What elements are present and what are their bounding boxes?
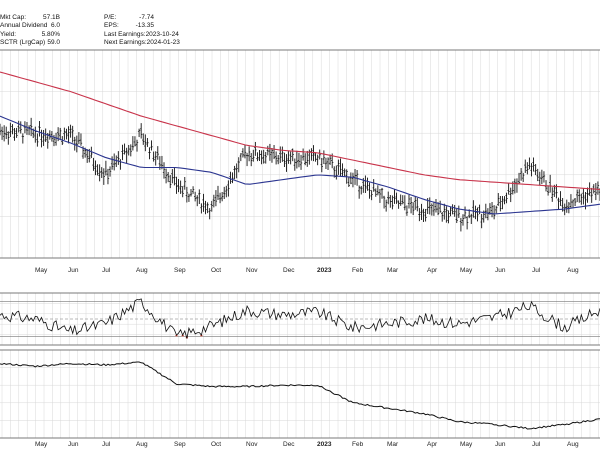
- month-tick-label-bottom: Feb: [352, 441, 364, 448]
- stat-value: 57.1B: [43, 14, 60, 21]
- month-tick-label: May: [35, 267, 48, 274]
- stat-label: Mkt Cap:: [0, 14, 27, 21]
- month-tick-label: Jul: [102, 267, 111, 274]
- month-tick-label: Jun: [68, 267, 79, 274]
- month-tick-label-bottom: May: [35, 441, 48, 448]
- stats-panel-left: Mkt Cap: 57.1B Annual Dividend 6.0 Yield: 5…: [0, 14, 60, 47]
- stat-value: 6.0: [50, 22, 60, 30]
- stat-row: SCTR (LrgCap) 59.0: [0, 39, 60, 47]
- stat-value: 59.0: [47, 38, 60, 46]
- month-tick-label: Oct: [211, 267, 221, 274]
- month-tick-label: Aug: [567, 267, 579, 274]
- stat-label: Next Earnings:: [104, 38, 147, 46]
- stat-label: Yield:: [0, 30, 17, 38]
- stat-row: Mkt Cap: 57.1B: [0, 14, 60, 22]
- relative-strength-line: [0, 361, 600, 430]
- stat-row: Next Earnings: 2024-01-23: [104, 38, 180, 47]
- oscillator-line: [0, 298, 600, 339]
- month-tick-label: Apr: [427, 267, 438, 274]
- month-tick-label: Sep: [174, 267, 186, 274]
- month-tick-label: May: [460, 267, 473, 274]
- month-tick-label-bottom: Jul: [532, 441, 541, 448]
- month-tick-label-bottom: Oct: [211, 441, 221, 448]
- month-tick-label-bottom: May: [460, 441, 473, 448]
- moving-average-long-line: [0, 71, 600, 191]
- stat-row: Annual Dividend 6.0: [0, 22, 60, 30]
- stat-label: Last Earnings:: [104, 30, 146, 38]
- month-tick-label-bottom: Dec: [283, 441, 295, 448]
- moving-average-short-line: [0, 115, 600, 215]
- month-tick-label-bottom: Jun: [495, 441, 506, 448]
- stat-row: Last Earnings: 2023-10-24: [104, 30, 179, 39]
- stat-value: 5.80%: [41, 30, 60, 38]
- stat-value: -7.74: [139, 14, 154, 21]
- month-tick-label-bottom: Mar: [387, 441, 399, 448]
- stat-label: EPS:: [104, 22, 119, 30]
- stat-row: EPS: -13.35: [104, 22, 154, 30]
- stat-row: P/E: -7.74: [104, 14, 154, 22]
- month-tick-label-bottom: Aug: [136, 441, 148, 448]
- month-tick-label: 2023: [317, 267, 332, 274]
- month-tick-label: Nov: [246, 267, 258, 274]
- month-tick-label-bottom: Jun: [68, 441, 79, 448]
- month-tick-label: Aug: [136, 267, 148, 274]
- month-tick-label-bottom: Jul: [102, 441, 111, 448]
- month-tick-label-bottom: 2023: [317, 441, 332, 448]
- month-tick-label-bottom: Apr: [427, 441, 438, 448]
- month-tick-label: Jul: [532, 267, 541, 274]
- stat-value: 2023-10-24: [145, 30, 179, 38]
- stats-panel-right: P/E: -7.74 EPS: -13.35 Last Earnings: 2023-…: [104, 14, 180, 47]
- stat-label: SCTR (LrgCap): [0, 38, 46, 46]
- month-tick-label: Feb: [352, 267, 364, 274]
- stat-row: Yield: 5.80%: [0, 31, 60, 39]
- month-tick-label: Dec: [283, 267, 295, 274]
- month-tick-label-bottom: Aug: [567, 441, 579, 448]
- month-tick-label: Jun: [495, 267, 506, 274]
- stat-label: P/E:: [104, 14, 117, 21]
- month-tick-label-bottom: Nov: [246, 441, 258, 448]
- stat-value: 2024-01-23: [146, 38, 180, 46]
- stat-value: -13.35: [135, 22, 154, 30]
- month-tick-label-bottom: Sep: [174, 441, 186, 448]
- stat-label: Annual Dividend: [0, 22, 48, 30]
- month-tick-label: Mar: [387, 267, 399, 274]
